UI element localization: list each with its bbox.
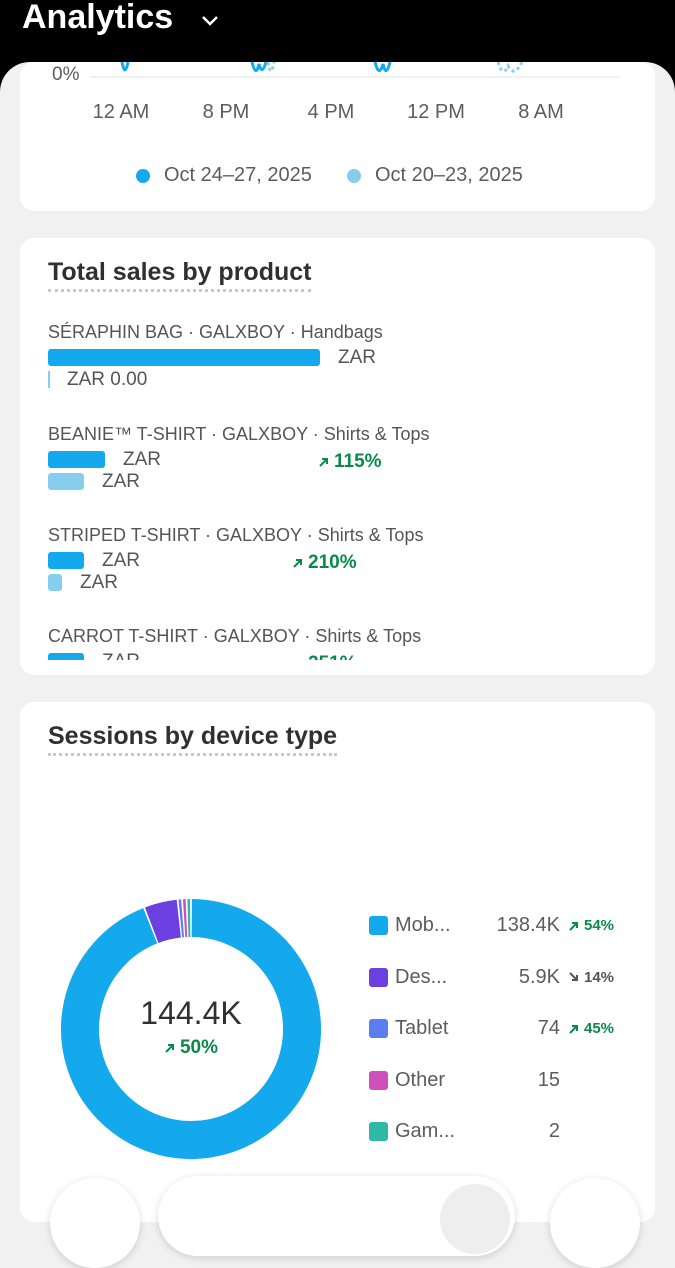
device-change: 14% (568, 969, 614, 986)
legend-swatch (369, 1019, 388, 1038)
x-tick-label: 8 PM (176, 101, 276, 124)
trend-arrow (568, 920, 580, 932)
device-sessions: 5.9K (460, 966, 560, 989)
product-name[interactable]: SÉRAPHIN BAG · GALXBOY · Handbags (48, 322, 383, 343)
legend-swatch (369, 916, 388, 935)
x-tick-label: 8 AM (491, 101, 591, 124)
x-tick-label: 12 PM (386, 101, 486, 124)
sales-change: 115% (318, 451, 382, 473)
current-sales: ZAR (338, 347, 376, 369)
device-name[interactable]: Tablet (395, 1017, 448, 1040)
trend-arrow (568, 971, 580, 983)
device-name[interactable]: Other (395, 1069, 445, 1092)
product-name[interactable]: CARROT T-SHIRT · GALXBOY · Shirts & Tops (48, 626, 421, 647)
previous-sales: ZAR (102, 471, 140, 493)
previous-bar (48, 574, 62, 591)
x-tick-label: 12 AM (71, 101, 171, 124)
current-bar (48, 653, 84, 660)
trend-arrow (318, 456, 330, 468)
product-list: SÉRAPHIN BAG · GALXBOY · Handbags ZAR ZAR … (0, 0, 675, 660)
device-sessions: 15 (460, 1069, 560, 1092)
previous-sales: ZAR 0.00 (67, 369, 147, 391)
trend-arrow (164, 1042, 176, 1054)
trend-arrow (292, 658, 304, 660)
legend-swatch (369, 1122, 388, 1141)
change-text: 54% (584, 917, 614, 934)
sales-change: 210% (292, 552, 357, 574)
device-sessions: 138.4K (460, 914, 560, 937)
legend-dot (347, 169, 361, 183)
nav-button[interactable] (50, 1178, 140, 1268)
sales-change: 251% (292, 653, 357, 660)
current-bar (48, 552, 84, 569)
donut-segment[interactable] (152, 919, 179, 926)
current-sales: ZAR (123, 449, 161, 471)
change-text: 50% (180, 1037, 218, 1059)
change-text: 115% (334, 451, 382, 473)
nav-active[interactable] (440, 1184, 510, 1254)
device-name[interactable]: Mob... (395, 914, 451, 937)
sessions-total: 144.4K (51, 995, 331, 1032)
device-sessions: 74 (460, 1017, 560, 1040)
previous-bar (48, 473, 84, 490)
trend-arrow (568, 1023, 580, 1035)
product-name[interactable]: STRIPED T-SHIRT · GALXBOY · Shirts & Top… (48, 525, 423, 546)
legend-dot (136, 169, 150, 183)
device-name[interactable]: Gam... (395, 1120, 455, 1143)
nav-button[interactable] (550, 1178, 640, 1268)
x-tick-label: 4 PM (281, 101, 381, 124)
screen: Analytics 0% Total sales by product SÉRA… (0, 0, 675, 1200)
change-text: 210% (308, 552, 357, 574)
product-name[interactable]: BEANIE™ T-SHIRT · GALXBOY · Shirts & Top… (48, 424, 429, 445)
trend-arrow (292, 557, 304, 569)
previous-bar (48, 371, 50, 388)
legend-label[interactable]: Oct 20–23, 2025 (375, 164, 523, 187)
device-change: 54% (568, 917, 614, 934)
device-title[interactable]: Sessions by device type (48, 722, 337, 756)
sessions-total-change: 50% (51, 1037, 331, 1059)
change-text: 14% (584, 969, 614, 986)
previous-sales: ZAR (80, 572, 118, 594)
current-bar (48, 451, 105, 468)
change-text: 45% (584, 1020, 614, 1037)
change-text: 251% (308, 653, 357, 660)
legend-label[interactable]: Oct 24–27, 2025 (164, 164, 312, 187)
device-change: 45% (568, 1020, 614, 1037)
legend-swatch (369, 1071, 388, 1090)
legend-swatch (369, 968, 388, 987)
current-sales: ZAR (102, 550, 140, 572)
current-sales: ZAR (102, 651, 140, 660)
device-sessions: 2 (460, 1120, 560, 1143)
current-bar (48, 349, 320, 366)
device-name[interactable]: Des... (395, 966, 447, 989)
